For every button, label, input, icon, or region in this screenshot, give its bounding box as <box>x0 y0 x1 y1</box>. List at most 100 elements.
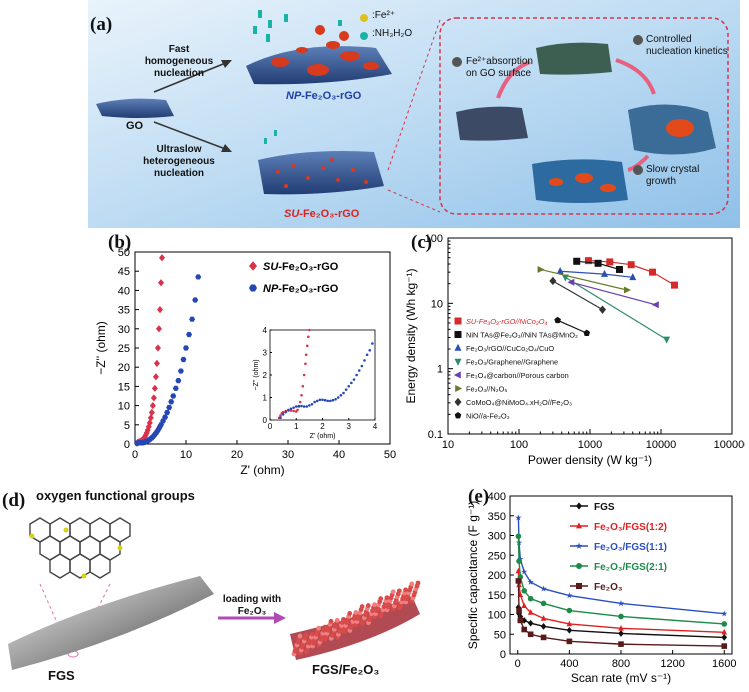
inset-point <box>302 373 306 377</box>
inset-point <box>296 408 299 412</box>
panel-d: (d) oxygen functional groups FGS loading… <box>0 484 460 687</box>
y-tick-label-e: 100 <box>488 610 506 622</box>
panel-b-label: (b) <box>108 232 132 253</box>
go-label: GO <box>126 120 144 132</box>
inset-point <box>289 409 293 412</box>
data-point-b <box>158 279 165 287</box>
data-point-b <box>172 385 179 391</box>
data-point-c <box>624 286 632 294</box>
series-c-1 <box>573 257 623 273</box>
inset-point <box>368 348 372 352</box>
inset-point <box>279 414 282 417</box>
fe2o3-nanoparticle <box>303 632 309 638</box>
data-point-e <box>521 626 527 633</box>
fe2o3-nanoparticle <box>316 625 322 631</box>
series-line-c <box>540 268 627 291</box>
data-point-e <box>540 615 547 621</box>
series-c-2 <box>556 267 637 281</box>
series-b-0 <box>134 254 166 447</box>
x-axis-label-e: Scan rate (mV s⁻¹) <box>571 671 671 685</box>
data-point-b <box>162 414 169 420</box>
y-tick-label-e: 50 <box>494 629 506 641</box>
series-e-4 <box>515 578 728 649</box>
legend-marker-e <box>576 502 582 510</box>
inset-point <box>294 405 298 408</box>
inset-point <box>310 402 314 406</box>
go-sheet <box>96 98 174 118</box>
data-point-e <box>540 585 547 592</box>
fe-legend-label: :Fe²⁺ <box>372 10 396 21</box>
x-tick-label-b: 20 <box>231 449 243 461</box>
data-point-e <box>540 634 547 641</box>
data-point-b <box>159 254 166 262</box>
data-point-e <box>521 588 527 594</box>
fgs-label: FGS <box>48 668 75 683</box>
data-point-c <box>567 278 575 286</box>
series-b-1 <box>134 274 202 446</box>
data-point-b <box>164 409 171 416</box>
data-point-e <box>721 621 728 627</box>
y-tick-label-c: 0.1 <box>428 429 443 441</box>
fe2o3-nanoparticle <box>341 616 346 622</box>
legend-marker-e <box>576 522 582 529</box>
y-tick-label-b: 20 <box>118 362 130 374</box>
data-point-e <box>527 619 534 627</box>
legend-marker-c <box>454 343 462 351</box>
data-point-e <box>516 558 522 564</box>
fe2o3-nanoparticle <box>384 595 390 601</box>
np-product-label: NP-Fe₂O₃-rGO <box>286 90 362 102</box>
y-tick-label-b: 15 <box>118 381 130 393</box>
panel-d-figure <box>8 517 421 670</box>
series-line-c <box>571 281 657 306</box>
data-point-e <box>521 568 528 575</box>
data-point-c <box>615 265 623 273</box>
data-point-e <box>527 578 534 585</box>
inset-series-1 <box>279 342 374 420</box>
inset-point <box>315 399 319 403</box>
panel-d-label: (d) <box>2 490 26 511</box>
data-point-b <box>180 356 187 363</box>
data-point-e <box>517 617 524 624</box>
inset-point <box>281 410 285 414</box>
inset-point <box>318 398 322 402</box>
inset-point <box>365 353 369 357</box>
y-axis-label-c: Energy density (Wh kg⁻¹) <box>404 268 418 403</box>
y-tick-label-c: 100 <box>425 233 443 245</box>
series-line-c <box>565 276 667 340</box>
y-tick-label-c: 1 <box>437 364 443 376</box>
y-tick-label-b: 10 <box>118 401 130 413</box>
data-point-b <box>146 419 153 427</box>
inset-point <box>313 400 316 404</box>
legend-label-c: NiN TAs@Fe₂O₃//NiN TAs@MnO₂ <box>466 331 578 340</box>
legend-label-e: FGS <box>594 502 615 513</box>
legend-marker-b <box>249 284 257 292</box>
y-tick-label-b: 35 <box>118 305 130 317</box>
legend-marker-c <box>454 358 462 366</box>
x-tick-label-e: 800 <box>612 658 630 670</box>
legend-marker-c <box>454 397 462 407</box>
legend-marker-e <box>576 563 582 569</box>
legend-prefix-b: SU <box>263 261 279 273</box>
data-point-e <box>540 600 547 607</box>
inset-point <box>279 416 282 420</box>
data-point-c <box>554 316 561 324</box>
data-point-e <box>566 626 573 634</box>
data-point-b <box>149 402 156 410</box>
data-point-b <box>151 384 158 392</box>
inset-point <box>298 400 302 404</box>
inset-point <box>336 396 340 399</box>
legend-label-c: Fe₂O₃//N₂O₅ <box>466 385 507 394</box>
panel-a: (a) :Fe²⁺ :NH₃H₂O GO Fast homogeneous nu… <box>88 0 740 228</box>
x-tick-label-c: 100 <box>510 439 528 451</box>
data-point-e <box>527 595 534 602</box>
data-point-c <box>594 259 602 267</box>
y-axis-label-b: −Z'' (ohm) <box>94 321 108 375</box>
inset-x-tick-label: 1 <box>294 422 299 431</box>
data-point-e <box>515 578 522 584</box>
x-tick-label-e: 1600 <box>712 658 736 670</box>
data-point-b <box>195 274 202 280</box>
legend-label-e: Fe₂O₃/FGS(2:1) <box>594 562 667 573</box>
oxygen-groups-title: oxygen functional groups <box>36 488 195 503</box>
